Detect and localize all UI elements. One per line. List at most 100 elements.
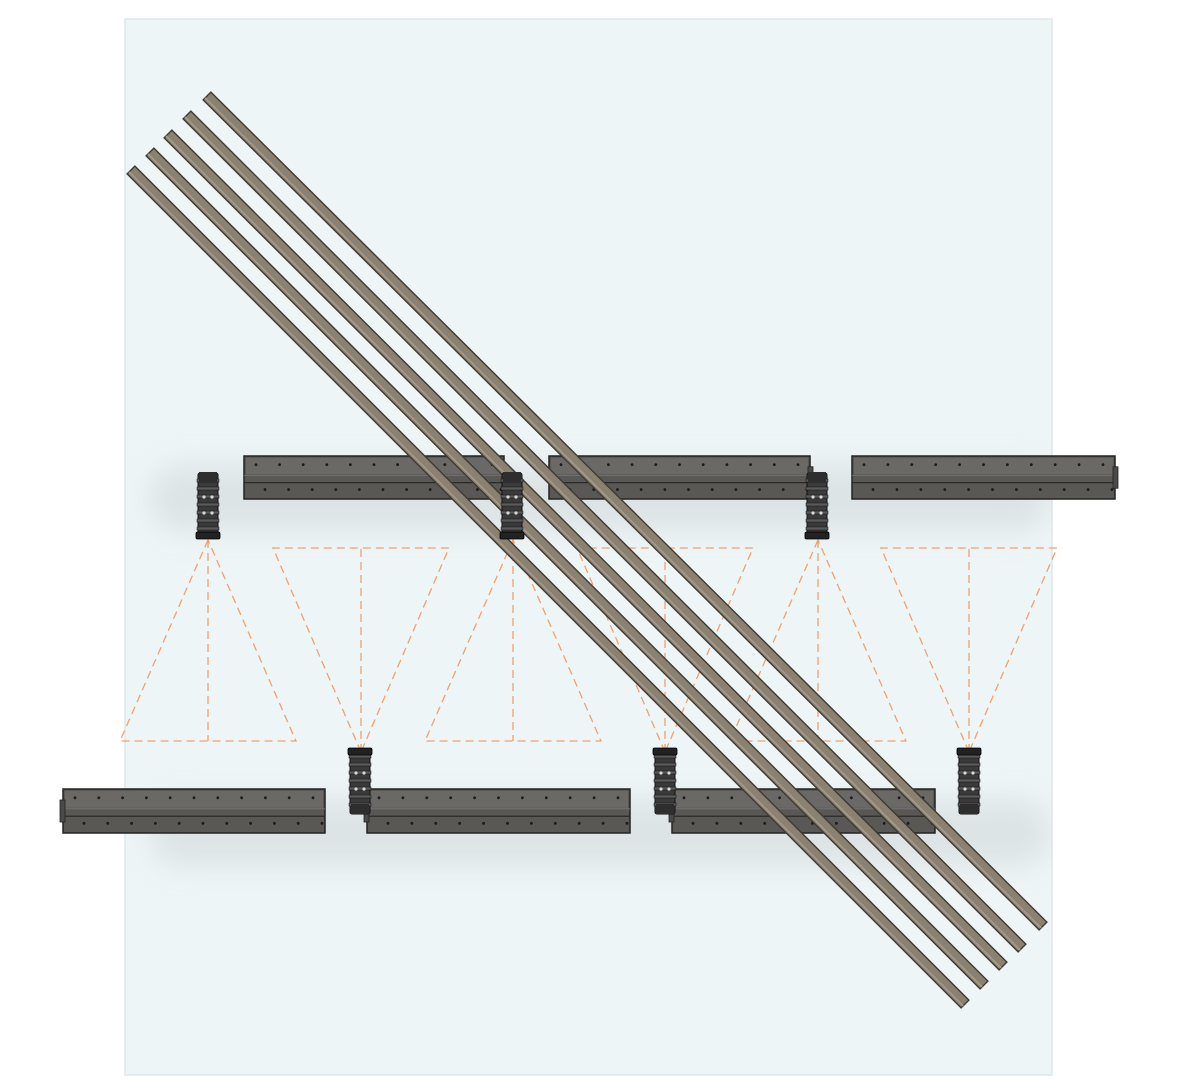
bolt-hole [715,821,719,825]
stage-top-face [65,791,323,808]
bolt-hole [553,821,557,825]
camera-screw [210,511,214,515]
camera-rib [805,526,829,531]
diagonal-bar-3 [163,129,1008,971]
camera-screw [659,771,663,775]
camera-lens [499,531,525,540]
bolt-hole [311,796,315,800]
camera-rib [957,778,981,783]
bolt-hole [682,796,686,800]
bolt-hole [577,821,581,825]
camera-screw [506,495,510,499]
bolt-hole [130,821,134,825]
bolt-hole [982,463,985,466]
fov-triangle [272,547,450,754]
bolt-hole [372,463,376,466]
camera-mount [199,472,217,482]
camera-lens [804,531,830,540]
camera-screw [667,787,671,791]
bolt-hole [1101,463,1105,466]
bolt-hole [958,463,961,466]
bolt-hole [882,821,886,825]
diagonal-bar-4 [182,110,1027,953]
field-of-view-5 [576,547,754,754]
cameras-layer [195,472,982,815]
camera-rib [196,510,220,515]
camera-rib [805,502,829,507]
bolt-hole [301,463,305,466]
bolt-hole [349,463,352,466]
camera-rib [196,502,220,507]
camera-screw [971,771,975,775]
bolt-hole [796,463,800,466]
bolt-hole [506,821,509,825]
diagonal-bar-1 [126,165,970,1009]
camera-rib [805,486,829,491]
linear-stage-5 [363,788,631,834]
bolt-hole [264,796,267,800]
bolt-hole [145,796,148,800]
camera-screw [362,771,366,775]
camera-3 [804,472,830,540]
bolt-hole [910,463,914,466]
bolt-hole [334,488,338,491]
camera-1 [195,472,221,540]
camera-rib [957,762,981,767]
bolt-hole [168,796,172,800]
bolt-hole [849,796,853,800]
field-of-view-4 [272,547,450,754]
camera-screw [514,495,518,499]
bar-body [182,110,1027,953]
camera-rib [500,518,524,523]
bar-highlight [147,153,983,988]
camera-rib [348,786,372,791]
bolt-hole [544,796,548,800]
bolt-hole [73,796,77,800]
bolt-hole [287,796,291,800]
bar-body [163,129,1008,971]
bolt-hole [425,796,429,800]
bolt-hole [710,488,714,491]
camera-2 [499,472,525,540]
bolt-hole [443,463,447,466]
bolt-hole [434,821,438,825]
camera-rib [500,494,524,499]
camera-mount [351,804,369,814]
stage-top-face [551,458,808,475]
bolt-hole [778,796,781,800]
bolt-hole [530,821,533,825]
bolt-hole [201,821,205,825]
field-of-view-6 [880,547,1058,754]
bolt-hole [749,463,752,466]
linear-stage-4 [59,788,326,834]
bar-highlight [184,116,1021,951]
fov-triangle [424,538,602,742]
bolt-hole [758,488,761,491]
camera-rib [653,770,677,775]
camera-rib [653,794,677,799]
bolt-hole [476,488,479,491]
camera-rib [348,794,372,799]
bolt-hole [1077,463,1081,466]
linear-stage-3 [851,455,1119,500]
camera-lens [347,747,373,756]
bolt-hole [121,796,124,800]
camera-rib [805,518,829,523]
bolt-hole [320,821,324,825]
bolt-hole [943,488,947,491]
camera-screw [202,495,206,499]
diagonal-bars-layer [126,91,1048,1009]
bolt-hole [177,821,181,825]
field-of-view-1 [119,538,297,742]
camera-4 [347,747,373,815]
bolt-hole [616,488,619,491]
bolt-hole [97,796,101,800]
bolt-hole [106,821,110,825]
camera-rib [500,502,524,507]
camera-screw [362,787,366,791]
bolt-hole [310,488,314,491]
camera-6 [956,747,982,815]
camera-lens [652,747,678,756]
bolt-hole [377,796,381,800]
bolt-hole [1038,488,1042,491]
